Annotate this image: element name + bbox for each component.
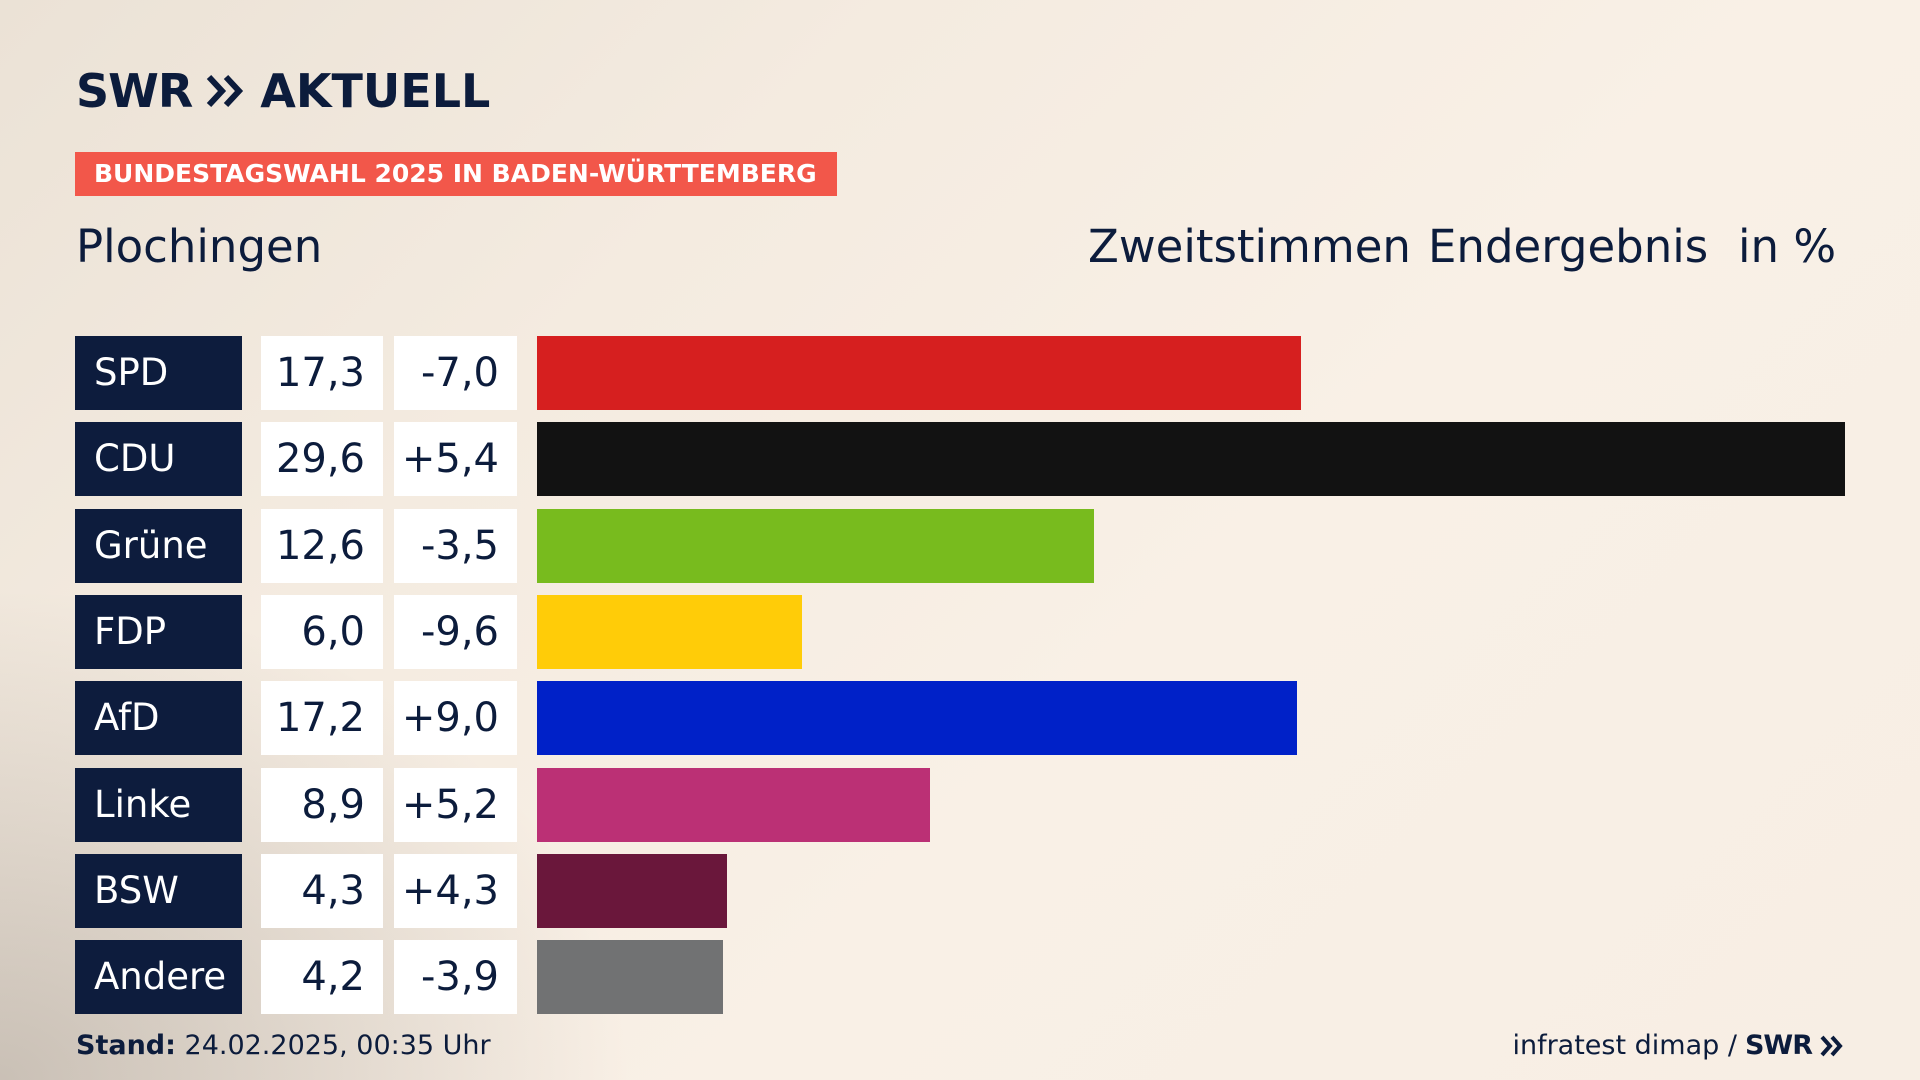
diff-label: -9,6 xyxy=(394,595,517,669)
election-banner: BUNDESTAGSWAHL 2025 IN BADEN-WÜRTTEMBERG xyxy=(75,152,837,196)
chart-row: Andere 4,2 -3,9 xyxy=(0,940,1920,1014)
chart-row: CDU 29,6 +5,4 xyxy=(0,422,1920,496)
bar xyxy=(537,336,1301,410)
swr-aktuell-logo: SWR AKTUELL xyxy=(76,66,490,116)
header-unit: in % xyxy=(1738,220,1837,273)
logo-sub: AKTUELL xyxy=(260,64,491,118)
header-status: Endergebnis xyxy=(1428,220,1709,273)
party-label: CDU xyxy=(75,422,242,496)
party-label: SPD xyxy=(75,336,242,410)
value-label: 8,9 xyxy=(261,768,383,842)
footer-stand: Stand: 24.02.2025, 00:35 Uhr xyxy=(76,1030,491,1061)
footer-source: infratest dimap / SWR xyxy=(1512,1030,1844,1061)
logo-brand: SWR xyxy=(76,64,193,118)
value-label: 17,3 xyxy=(261,336,383,410)
source-brand: SWR xyxy=(1744,1030,1813,1061)
value-label: 17,2 xyxy=(261,681,383,755)
diff-label: -3,9 xyxy=(394,940,517,1014)
chart-row: AfD 17,2 +9,0 xyxy=(0,681,1920,755)
value-label: 4,2 xyxy=(261,940,383,1014)
party-label: BSW xyxy=(75,854,242,928)
diff-label: +4,3 xyxy=(394,854,517,928)
bar xyxy=(537,768,930,842)
value-label: 4,3 xyxy=(261,854,383,928)
chart-row: SPD 17,3 -7,0 xyxy=(0,336,1920,410)
place-title: Plochingen xyxy=(76,220,323,273)
bar xyxy=(537,681,1297,755)
diff-label: -3,5 xyxy=(394,509,517,583)
bar xyxy=(537,509,1094,583)
value-label: 29,6 xyxy=(261,422,383,496)
double-chevron-icon xyxy=(207,74,244,108)
diff-label: -7,0 xyxy=(394,336,517,410)
party-label: Linke xyxy=(75,768,242,842)
value-label: 6,0 xyxy=(261,595,383,669)
stand-label: Stand: xyxy=(76,1030,176,1061)
stand-value: 24.02.2025, 00:35 Uhr xyxy=(184,1030,491,1061)
bar xyxy=(537,595,802,669)
diff-label: +9,0 xyxy=(394,681,517,755)
bar xyxy=(537,854,727,928)
value-label: 12,6 xyxy=(261,509,383,583)
party-label: Grüne xyxy=(75,509,242,583)
chart-row: FDP 6,0 -9,6 xyxy=(0,595,1920,669)
diff-label: +5,4 xyxy=(394,422,517,496)
source-text: infratest dimap / xyxy=(1512,1030,1737,1061)
chart-row: Linke 8,9 +5,2 xyxy=(0,768,1920,842)
header-vote: Zweitstimmen xyxy=(1088,220,1411,273)
bar xyxy=(537,422,1845,496)
chart-row: BSW 4,3 +4,3 xyxy=(0,854,1920,928)
chart-row: Grüne 12,6 -3,5 xyxy=(0,509,1920,583)
bar xyxy=(537,940,723,1014)
party-label: FDP xyxy=(75,595,242,669)
party-label: Andere xyxy=(75,940,242,1014)
double-chevron-icon xyxy=(1820,1035,1843,1056)
party-label: AfD xyxy=(75,681,242,755)
diff-label: +5,2 xyxy=(394,768,517,842)
